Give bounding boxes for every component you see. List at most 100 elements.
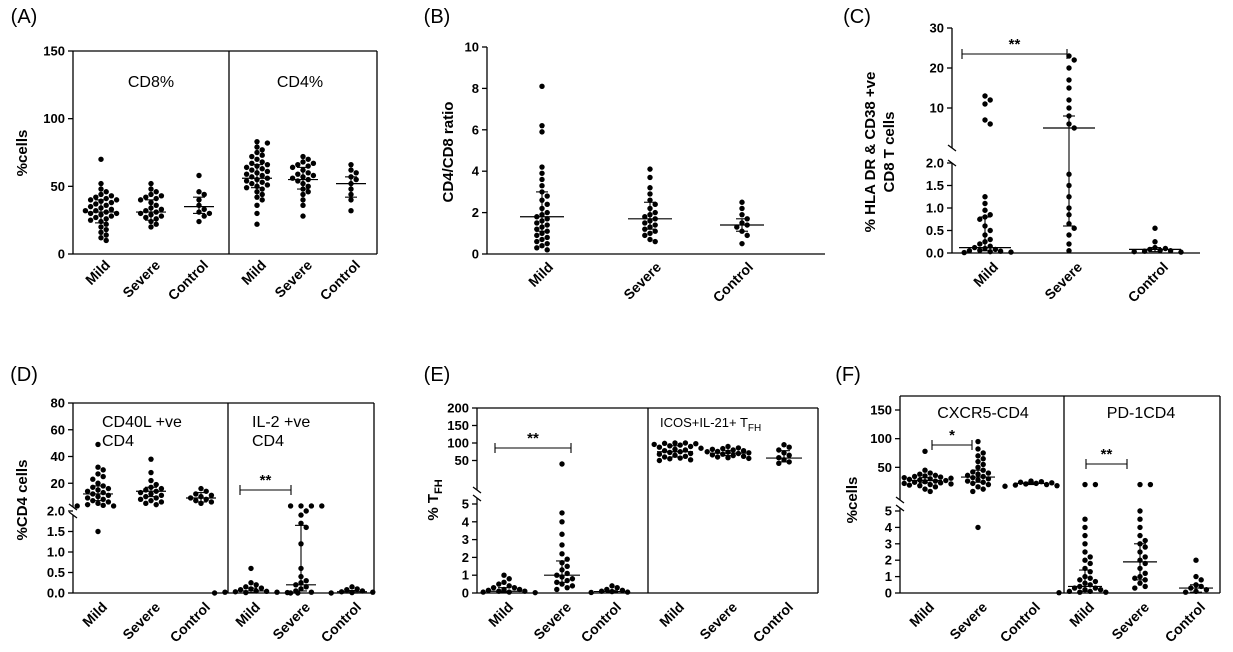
data-point — [652, 222, 658, 228]
data-point — [196, 218, 202, 225]
data-point — [103, 226, 109, 233]
data-point — [95, 441, 101, 448]
data-point — [249, 180, 255, 187]
panel-label-E: (E) — [424, 364, 451, 386]
data-point — [1082, 524, 1088, 531]
data-point — [259, 172, 265, 179]
data-point — [198, 485, 204, 492]
data-point — [259, 197, 265, 203]
data-point — [249, 167, 255, 173]
data-point — [201, 191, 207, 198]
data-point — [776, 447, 782, 453]
data-point — [1056, 589, 1062, 596]
data-point — [966, 248, 973, 254]
y-tick-label-upper: 20 — [930, 61, 944, 76]
data-point — [153, 481, 159, 488]
y-tick-label: 4 — [472, 164, 480, 179]
data-point — [259, 159, 265, 165]
data-point — [264, 140, 271, 146]
data-point — [569, 576, 576, 582]
y-tick-label-lower: 0 — [885, 586, 892, 601]
data-point — [153, 189, 159, 195]
data-point — [303, 578, 309, 584]
data-point — [948, 481, 954, 487]
category-label: Severe — [119, 599, 163, 643]
data-point — [100, 467, 106, 473]
data-point — [148, 224, 154, 230]
data-point — [982, 93, 988, 99]
data-point — [559, 551, 565, 557]
group-title-line1: IL-2 +ve — [252, 414, 310, 431]
data-point — [264, 182, 271, 188]
data-point — [539, 170, 545, 176]
data-point — [95, 464, 101, 470]
data-point — [522, 588, 528, 594]
data-point — [98, 224, 104, 230]
data-point — [93, 201, 99, 207]
data-point — [948, 475, 954, 481]
significance-label: ** — [1101, 446, 1113, 463]
data-point — [254, 210, 260, 217]
data-point — [559, 519, 565, 525]
panel-label-B: (B) — [424, 6, 451, 28]
y-tick-label: 50 — [51, 179, 65, 194]
data-point — [98, 180, 104, 187]
y-tick-label-upper: 200 — [447, 401, 469, 416]
data-point — [980, 456, 986, 462]
data-point — [254, 144, 260, 150]
data-point — [74, 503, 80, 509]
data-point — [982, 207, 988, 213]
data-point — [298, 503, 304, 509]
data-point — [539, 243, 545, 249]
group-title-line2: CD4 — [102, 433, 134, 450]
data-point — [305, 189, 311, 195]
group-title: CD4% — [277, 74, 323, 91]
data-point — [84, 501, 91, 508]
y-tick-label: 150 — [43, 44, 65, 59]
data-point — [1097, 587, 1104, 593]
data-point — [287, 503, 294, 509]
data-point — [647, 236, 653, 243]
category-label: Mild — [970, 259, 1001, 290]
data-point — [259, 152, 265, 158]
data-point — [98, 186, 104, 192]
data-point — [148, 456, 154, 462]
data-point — [303, 524, 309, 531]
data-point — [740, 453, 747, 459]
data-point — [148, 469, 154, 476]
data-point — [1147, 481, 1154, 488]
data-point — [1066, 232, 1072, 238]
data-point — [964, 478, 971, 484]
data-point — [490, 584, 497, 591]
data-point — [248, 580, 254, 586]
y-axis-label: %CD4 cells — [14, 460, 31, 541]
data-point — [243, 178, 250, 184]
data-point — [982, 101, 988, 107]
data-point — [158, 206, 165, 213]
data-point — [982, 194, 988, 200]
data-point — [148, 477, 154, 484]
data-point — [108, 213, 115, 219]
axis-break-mark — [472, 486, 482, 494]
data-point — [539, 83, 545, 90]
data-point — [158, 492, 165, 498]
data-point — [564, 584, 570, 591]
data-point — [786, 444, 792, 450]
data-point — [544, 222, 550, 228]
y-axis-label: %cells — [844, 477, 861, 524]
data-point — [1087, 560, 1093, 567]
y-tick-label-lower: 1 — [885, 569, 892, 584]
data-point — [982, 117, 988, 123]
category-label: Severe — [1041, 259, 1085, 303]
data-point — [274, 589, 280, 595]
data-point — [544, 193, 550, 199]
data-point — [1142, 544, 1148, 550]
data-point — [259, 191, 265, 198]
data-point — [1082, 532, 1088, 539]
data-point — [672, 440, 678, 446]
panel-label-F: (F) — [835, 364, 861, 386]
y-axis-label: %cells — [14, 130, 31, 177]
data-point — [901, 480, 907, 487]
panel-label-A: (A) — [11, 6, 38, 28]
data-point — [501, 572, 507, 578]
